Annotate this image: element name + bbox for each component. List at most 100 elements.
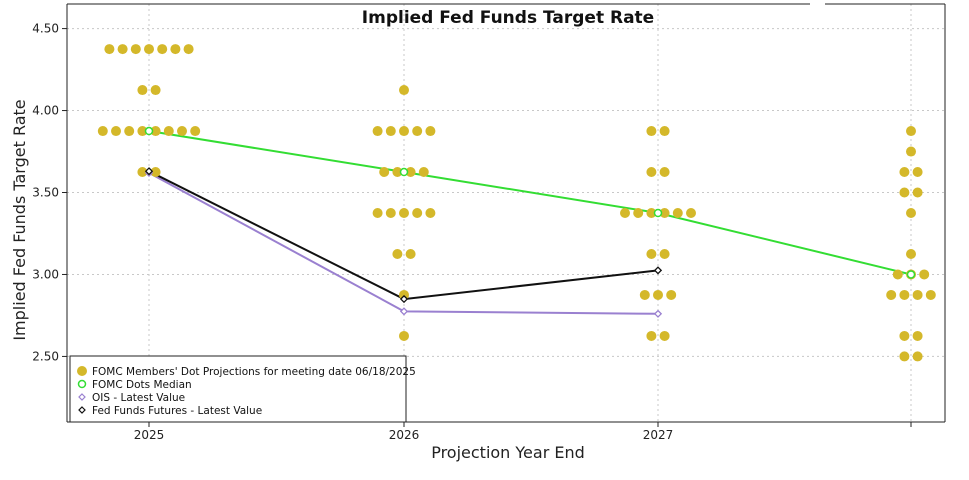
dot-projection	[137, 167, 148, 178]
dot-projection	[425, 126, 436, 137]
dot-projection	[672, 208, 683, 218]
dot-projection	[620, 208, 630, 218]
legend-box	[69, 355, 407, 423]
dot-projection	[666, 289, 677, 300]
dot-projection	[659, 167, 670, 178]
dot-projection	[97, 126, 108, 137]
dot-projection	[653, 289, 663, 300]
dot-projection	[399, 85, 409, 96]
legend-diamond-marker	[78, 406, 86, 414]
futures-marker	[144, 167, 154, 176]
dot-projection	[886, 289, 897, 300]
dot-projection	[412, 126, 423, 137]
dot-projection	[906, 126, 916, 137]
y-tick-label: 4.50	[32, 22, 59, 36]
dot-projection	[646, 208, 657, 218]
axes	[62, 3, 946, 427]
dot-projection	[372, 208, 383, 218]
dot-projection	[130, 44, 141, 55]
dot-projection	[183, 44, 194, 55]
x-tick-label: 2025	[134, 428, 165, 442]
dot-projection	[425, 208, 436, 218]
legend-diamond-marker	[78, 393, 86, 401]
ois-marker	[399, 307, 409, 316]
dot-projection	[646, 330, 657, 341]
dot-projection	[659, 126, 670, 137]
dot-projection	[117, 44, 128, 55]
dot-projection	[385, 208, 396, 218]
dot-projection	[150, 85, 161, 96]
dot-projection	[157, 44, 168, 55]
dot-projection	[399, 126, 409, 137]
dot-projection	[633, 208, 644, 218]
y-tick-label: 4.00	[32, 104, 59, 118]
dot-projection	[418, 167, 429, 178]
futures-marker	[653, 266, 663, 275]
median-marker	[653, 208, 663, 218]
dot-projection	[190, 126, 201, 137]
x-axis-label: Projection Year End	[431, 443, 585, 462]
dot-projection	[405, 167, 416, 178]
dot-projection	[144, 44, 154, 55]
dot-projection	[912, 187, 923, 198]
dot-projection	[392, 167, 403, 178]
dot-projection	[912, 167, 923, 178]
dot-projection	[385, 126, 396, 137]
dot-projection	[899, 330, 910, 341]
dot-projection	[899, 351, 910, 362]
dot-projection	[104, 44, 115, 55]
dot-projection	[163, 126, 174, 137]
dot-projection	[659, 248, 670, 259]
dot-projection	[912, 289, 923, 300]
legend-label: Fed Funds Futures - Latest Value	[92, 405, 262, 417]
dot-projection	[405, 248, 416, 259]
legend-label: FOMC Members' Dot Projections for meetin…	[92, 366, 416, 378]
dot-projection	[399, 208, 409, 218]
dot-projection	[639, 289, 650, 300]
dot-projection	[925, 289, 936, 300]
y-axis-label: Implied Fed Funds Target Rate	[10, 99, 29, 340]
dot-projection	[399, 330, 409, 341]
dot-projection	[892, 269, 903, 280]
dot-projection	[919, 269, 930, 280]
dot-projection	[906, 146, 916, 157]
dot-projection	[686, 208, 696, 218]
dot-projection	[170, 44, 181, 55]
dot-projection	[906, 208, 916, 218]
dot-projection	[111, 126, 121, 137]
legend-dot-marker	[77, 366, 87, 376]
dot-projection	[646, 126, 657, 137]
dot-projection	[912, 351, 923, 362]
dot-projection	[379, 167, 390, 178]
chart-title: Implied Fed Funds Target Rate	[362, 8, 654, 28]
dot-projection	[392, 248, 403, 259]
y-tick-label: 2.50	[32, 349, 59, 363]
legend-median-marker	[77, 379, 87, 389]
dot-projection	[150, 126, 161, 137]
dot-projection	[646, 167, 657, 178]
ois-marker	[653, 309, 663, 318]
dot-projection	[124, 126, 135, 137]
series-markers	[144, 126, 916, 318]
dot-projection	[899, 289, 910, 300]
median-marker	[144, 126, 154, 136]
legend: FOMC Members' Dot Projections for meetin…	[69, 355, 416, 423]
y-tick-label: 3.50	[32, 186, 59, 200]
median-marker	[399, 167, 409, 177]
legend-label: OIS - Latest Value	[92, 392, 185, 404]
median-marker	[906, 270, 916, 279]
dot-projection	[906, 248, 916, 259]
dot-projection	[646, 248, 657, 259]
dot-projection	[137, 126, 148, 137]
dot-projection	[659, 330, 670, 341]
dot-projection	[137, 85, 148, 96]
dot-projection	[659, 208, 670, 218]
dot-projection	[412, 208, 423, 218]
y-tick-label: 3.00	[32, 267, 59, 281]
x-tick-label: 2027	[643, 428, 674, 442]
dot-projection	[177, 126, 187, 137]
dot-projection	[899, 187, 910, 198]
x-tick-label: 2026	[389, 428, 420, 442]
dot-projection	[372, 126, 383, 137]
